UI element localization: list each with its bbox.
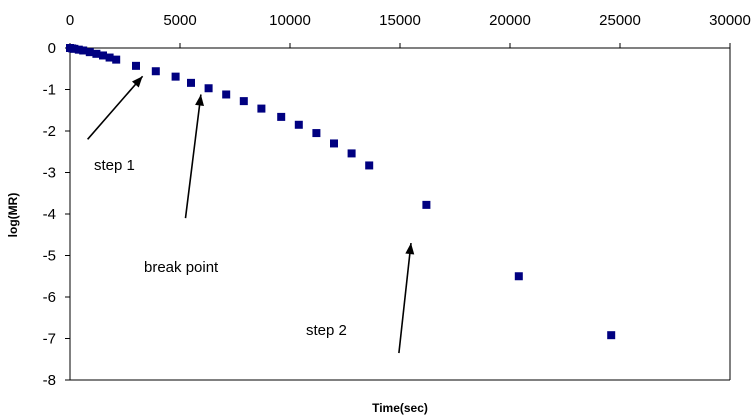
- annotation-arrow-line: [184, 94, 202, 219]
- y-tick-labels: 0 -1 -2 -3 -4 -5 -6 -7 -8: [43, 40, 56, 389]
- data-point: [74, 45, 83, 54]
- y-tick-label: -8: [43, 372, 56, 389]
- data-point: [422, 200, 431, 209]
- y-axis-title: log(MR): [6, 193, 20, 238]
- data-point: [277, 112, 286, 121]
- data-point: [70, 44, 79, 53]
- annotation-arrowhead: [195, 94, 205, 106]
- x-tick-label: 10000: [269, 12, 311, 29]
- data-points: [66, 44, 616, 340]
- y-tick-label: -1: [43, 82, 56, 99]
- x-tick-label: 5000: [163, 12, 196, 29]
- x-tick-label: 30000: [709, 12, 751, 29]
- annotation-arrowhead: [131, 76, 143, 88]
- y-tick-label: 0: [48, 40, 56, 57]
- x-tick-label: 15000: [379, 12, 421, 29]
- annotation-arrow-line: [398, 242, 412, 354]
- x-axis-title: Time(sec): [372, 401, 428, 415]
- data-point: [222, 90, 231, 99]
- data-point: [365, 161, 374, 170]
- x-tick-label: 25000: [599, 12, 641, 29]
- annotation-label: step 1: [94, 157, 135, 174]
- x-tick-label: 0: [66, 12, 74, 29]
- data-point: [85, 48, 94, 57]
- data-point: [112, 55, 121, 64]
- plot-frame: [69, 47, 731, 381]
- data-point: [514, 272, 523, 281]
- x-tick-labels: 0 5000 10000 15000 20000 25000 30000: [66, 12, 751, 29]
- data-point: [92, 49, 101, 58]
- annotation-arrow-line: [86, 75, 144, 140]
- data-point: [105, 53, 114, 62]
- data-point: [151, 67, 160, 76]
- y-tick-label: -3: [43, 165, 56, 182]
- data-point: [99, 51, 107, 60]
- data-point: [204, 84, 213, 93]
- y-tick-label: -5: [43, 248, 56, 265]
- y-tick-label: -2: [43, 123, 56, 140]
- annotation-arrowhead: [405, 243, 415, 255]
- y-tick-label: -4: [43, 206, 56, 223]
- data-point: [294, 120, 303, 129]
- data-point: [239, 97, 248, 106]
- annotation-label: step 2: [306, 322, 347, 339]
- axis-ticks: [65, 43, 731, 381]
- data-point: [132, 61, 140, 70]
- y-tick-label: -6: [43, 289, 56, 306]
- data-point: [187, 78, 195, 87]
- data-point: [79, 46, 88, 55]
- data-point: [330, 139, 338, 148]
- x-tick-label: 20000: [489, 12, 531, 29]
- annotation-label: break point: [144, 259, 219, 276]
- annotations: step 1 break point step 2: [86, 75, 415, 354]
- data-point: [347, 149, 356, 158]
- data-point: [607, 331, 616, 340]
- data-point: [312, 129, 321, 138]
- data-point: [257, 104, 266, 113]
- y-tick-label: -7: [43, 331, 56, 348]
- data-point: [171, 72, 180, 81]
